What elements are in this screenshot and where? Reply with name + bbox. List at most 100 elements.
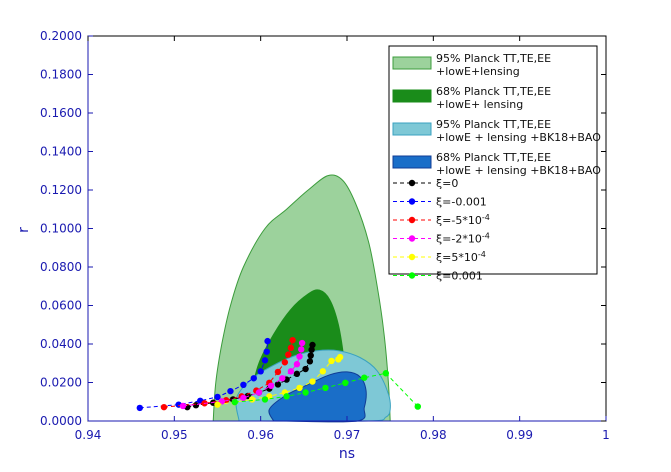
series-point (298, 339, 306, 347)
legend-label: 95% Planck TT,TE,EE (436, 52, 551, 65)
series-4 (179, 339, 306, 410)
contour-region-4 (268, 371, 367, 423)
series-point (248, 396, 256, 403)
y-tick-label: 0.2000 (40, 29, 82, 43)
legend-marker (408, 253, 416, 261)
legend-marker (408, 272, 416, 279)
series-point (257, 368, 264, 375)
series-point (319, 368, 327, 375)
series-point (306, 358, 314, 365)
series-point (136, 404, 143, 412)
series-point (296, 384, 303, 392)
x-axis-label: ns (339, 446, 355, 462)
x-tick-label: 0.96 (247, 428, 274, 442)
x-tick-label: 0.99 (506, 428, 533, 442)
series-point (414, 403, 421, 410)
series-point (342, 379, 349, 387)
legend-label: 68% Planck TT,TE,EE (436, 85, 551, 98)
series-point (250, 375, 257, 382)
series-6 (231, 370, 421, 410)
x-tick-label: 0.94 (75, 428, 102, 442)
series-point (287, 368, 295, 375)
series-point (309, 378, 316, 385)
y-tick-label: 0.1200 (40, 183, 82, 197)
x-tick-label: 0.95 (161, 428, 188, 442)
legend-marker (408, 179, 416, 187)
legend-entry-series: ξ=-2*10-4 (393, 232, 490, 246)
series-point (240, 394, 247, 402)
series-point (214, 401, 221, 408)
series-point (302, 365, 309, 373)
legend-entry-contour: 95% Planck TT,TE,EE+lowE + lensing +BK18… (392, 118, 601, 144)
series-point (264, 337, 271, 345)
legend-label: ξ=-0.001 (436, 196, 487, 209)
series-point (308, 346, 315, 353)
series-point (283, 393, 290, 400)
legend-label: ξ=-2*10-4 (436, 232, 490, 246)
legend-entry-series: ξ=0.001 (393, 270, 483, 283)
legend-label: 95% Planck TT,TE,EE (436, 118, 551, 131)
y-tick-label: 0.0200 (40, 376, 82, 390)
legend-marker (408, 216, 416, 224)
legend-label: ξ=5*10-4 (436, 250, 486, 264)
series-point (287, 344, 295, 352)
legend-label: +lowE + lensing +BK18+BAO (436, 164, 601, 177)
series-point (307, 352, 314, 359)
y-tick-label: 0.0800 (40, 260, 82, 274)
legend-label: +lowE+lensing (436, 65, 520, 78)
series-point (261, 357, 269, 364)
series-point (285, 351, 292, 358)
legend-swatch (392, 122, 432, 136)
y-tick-label: 0.1800 (40, 68, 82, 82)
series-point (289, 336, 296, 344)
series-point (274, 368, 282, 376)
series-point (240, 381, 247, 389)
series-point (336, 353, 344, 361)
series-point (302, 389, 309, 396)
x-tick-label: 0.98 (420, 428, 447, 442)
series-point (255, 389, 263, 396)
y-axis-label: r (16, 227, 32, 233)
axes-layer: 0.94 0.95 0.96 0.97 0.98 0.99 1 0.0000 0.0200 0.0… (40, 29, 610, 442)
y-tick-label: 0.0400 (40, 337, 82, 351)
series-layer (136, 336, 421, 412)
x-tick-label: 1 (602, 428, 610, 442)
series-point (274, 381, 282, 388)
legend-entry-contour: 68% Planck TT,TE,EE+lowE + lensing +BK18… (392, 151, 601, 177)
legend-swatch (392, 56, 432, 70)
y-tick-label: 0.1000 (40, 222, 82, 236)
legend-marker (408, 198, 416, 205)
series-point (279, 375, 286, 382)
series-point (296, 353, 303, 360)
legend-label: ξ=0 (436, 177, 458, 190)
series-point (309, 341, 316, 349)
series-point (179, 402, 187, 410)
series-point (322, 384, 329, 392)
legend-label: ξ=0.001 (436, 270, 483, 283)
series-point (281, 359, 289, 366)
series-point (160, 403, 168, 411)
series-point (192, 402, 200, 409)
series-point (361, 374, 368, 381)
y-tick-label: 0.0600 (40, 299, 82, 313)
y-tick-label: 0.1400 (40, 145, 82, 159)
legend-label: 68% Planck TT,TE,EE (436, 151, 551, 164)
series-point (231, 398, 238, 406)
legend-swatch (392, 155, 432, 169)
series-point (227, 387, 234, 395)
series-point (328, 357, 335, 365)
legend-label: ξ=-5*10-4 (436, 213, 490, 227)
legend-swatch (392, 89, 432, 103)
series-point (298, 346, 305, 353)
legend-entry-series: ξ=-0.001 (393, 196, 487, 209)
legend-label: +lowE+ lensing (436, 98, 523, 111)
series-point (263, 348, 270, 355)
legend-entry-series: ξ=5*10-4 (393, 250, 486, 264)
y-tick-label: 0.0000 (40, 414, 82, 428)
series-point (214, 393, 221, 401)
legend-entry-contour: 68% Planck TT,TE,EE+lowE+ lensing (392, 85, 551, 111)
legend-entry-series: ξ=-5*10-4 (393, 213, 490, 227)
legend-label: +lowE + lensing +BK18+BAO (436, 131, 601, 144)
series-point (293, 370, 301, 378)
